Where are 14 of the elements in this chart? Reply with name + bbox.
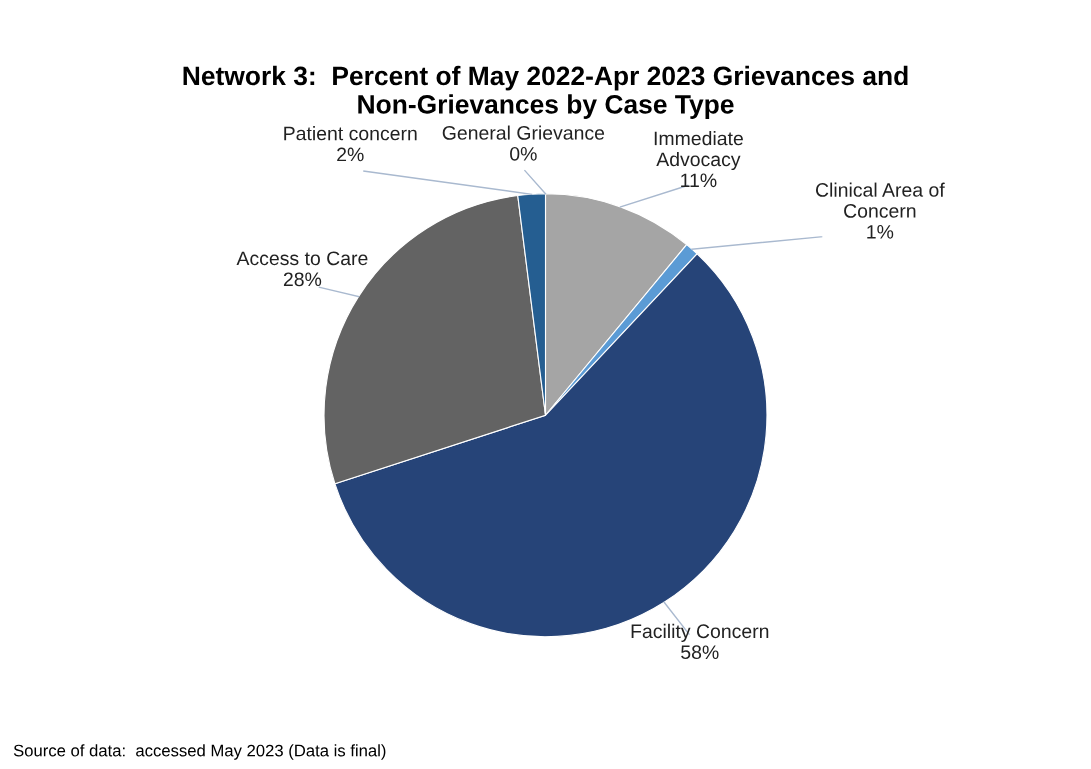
category-label: General Grievance [442,125,605,140]
chart-title: Network 3: Percent of May 2022-Apr 2023 Grievances and Non-Grievances by Case Type [183,65,908,119]
slice-label: Facility Concern [631,623,769,642]
data-label: 28% [283,272,322,287]
data-label: 58% [681,645,719,660]
text: 0% [510,146,537,161]
data-label: 2% [337,147,364,162]
data-label: 1% [867,225,894,239]
source-note: Source of data: accessed May 2023 (Data is final) [13,744,386,760]
slice-label: Patient concern [284,126,417,141]
slice-label: Immediate Advocacy [654,131,743,171]
data-label: 11% [681,173,717,188]
slice-label: Access to Care [236,251,368,266]
slice-label: Clinical Area of Concern [816,182,945,218]
